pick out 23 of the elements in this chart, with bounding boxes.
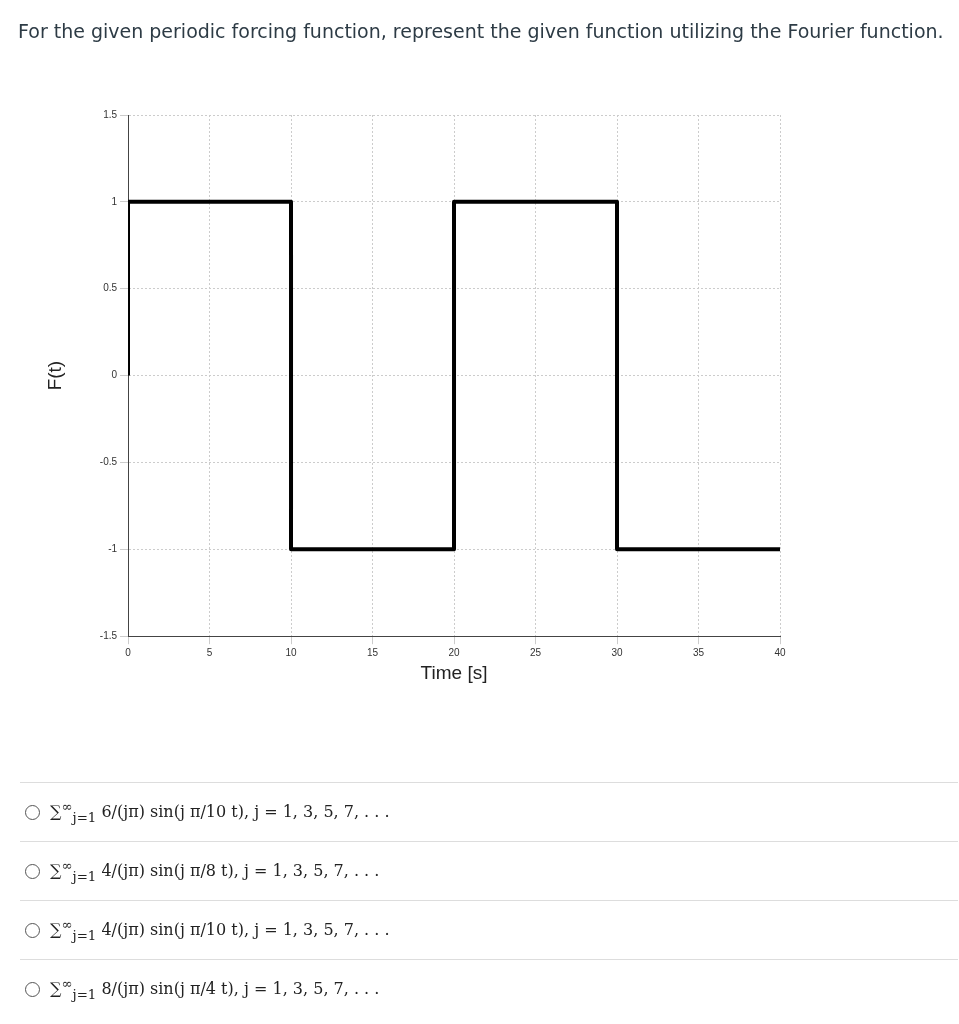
x-tick-label: 5	[206, 646, 213, 658]
x-tick-label: 20	[448, 646, 461, 658]
text: ∑$^{∞}$$_{j=1}$ 4/(jπ) sin(j π/8 t), j = 1, 3, 5, 7, . . .	[50, 858, 380, 884]
x-tick-label: 10	[285, 646, 298, 658]
y-axis-title: F(t)	[43, 360, 65, 391]
y-tick-label: 0	[111, 369, 118, 381]
y-tick-label: 0.5	[103, 282, 118, 294]
chart-title: For the given periodic forcing function, represent the given function utilizing the Fourier function.	[18, 20, 944, 42]
x-tick-label: 0	[125, 646, 132, 658]
y-tick-label: -0.5	[99, 456, 118, 468]
x-tick-label: 35	[692, 646, 705, 658]
y-tick-label: 1	[111, 195, 118, 207]
x-tick-label: 40	[774, 646, 786, 658]
y-tick-label: -1	[108, 543, 118, 555]
x-tick-label: 25	[529, 646, 542, 658]
y-tick-label: 1.5	[103, 108, 118, 120]
text: ∑$^{∞}$$_{j=1}$ 4/(jπ) sin(j π/10 t), j = 1, 3, 5, 7, . . .	[50, 917, 390, 943]
text: ∑$^{∞}$$_{j=1}$ 6/(jπ) sin(j π/10 t), j = 1, 3, 5, 7, . . .	[50, 799, 390, 825]
x-tick-label: 30	[611, 646, 624, 658]
x-axis-title: Time [s]	[420, 661, 488, 683]
x-tick-label: 15	[366, 646, 379, 658]
text: ∑$^{∞}$$_{j=1}$ 8/(jπ) sin(j π/4 t), j = 1, 3, 5, 7, . . .	[50, 976, 380, 1002]
y-tick-label: -1.5	[99, 629, 118, 641]
